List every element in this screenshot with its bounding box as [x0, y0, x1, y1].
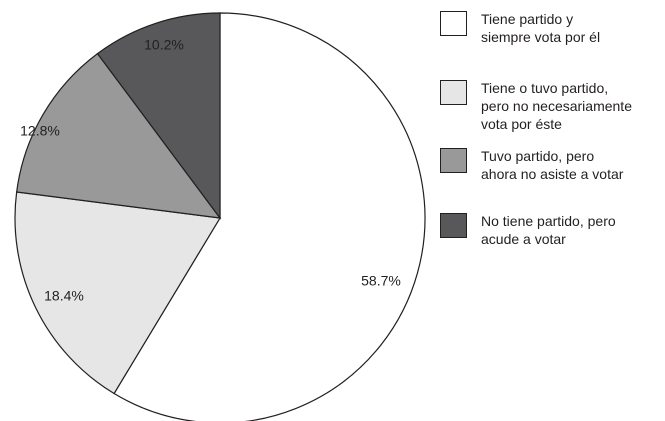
legend-swatch-1 — [440, 11, 467, 36]
slice-label-4: 10.2% — [144, 37, 184, 53]
slice-label-3: 12.8% — [20, 123, 60, 139]
pie-slice-1 — [113, 12, 426, 421]
legend-swatch-4 — [440, 213, 467, 238]
pie-slice-4 — [96, 12, 221, 220]
pie-data-labels: 58.7% 18.4% 12.8% 10.2% — [20, 37, 401, 304]
pie-slice-3 — [15, 52, 222, 219]
legend-swatch-2 — [440, 80, 467, 105]
pie-slice-2 — [14, 191, 221, 395]
slice-label-1: 58.7% — [361, 273, 401, 289]
legend-label-3: Tuvo partido, pero ahora no asiste a vot… — [481, 148, 624, 182]
pie-slices — [14, 12, 426, 421]
legend-swatch-3 — [440, 148, 467, 173]
legend-label-2: Tiene o tuvo partido, pero no necesariam… — [481, 80, 632, 132]
legend-label-1: Tiene partido y siempre vota por él — [481, 11, 601, 45]
slice-label-2: 18.4% — [44, 288, 84, 304]
legend-label-4: No tiene partido, pero acude a votar — [481, 213, 616, 247]
